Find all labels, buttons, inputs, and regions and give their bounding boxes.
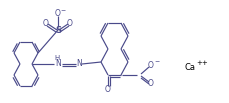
Text: N: N [76, 60, 82, 68]
Text: −: − [61, 8, 66, 12]
Text: O: O [67, 19, 73, 28]
Text: H: H [54, 55, 59, 61]
Text: O: O [147, 80, 153, 88]
Text: O: O [147, 60, 153, 70]
Text: −: − [154, 59, 159, 64]
Text: ++: ++ [195, 60, 207, 66]
Text: S: S [55, 26, 61, 35]
Text: Ca: Ca [184, 64, 195, 73]
Text: O: O [43, 19, 49, 28]
Text: N: N [55, 59, 61, 67]
Text: O: O [105, 85, 110, 94]
Text: O: O [55, 9, 61, 18]
